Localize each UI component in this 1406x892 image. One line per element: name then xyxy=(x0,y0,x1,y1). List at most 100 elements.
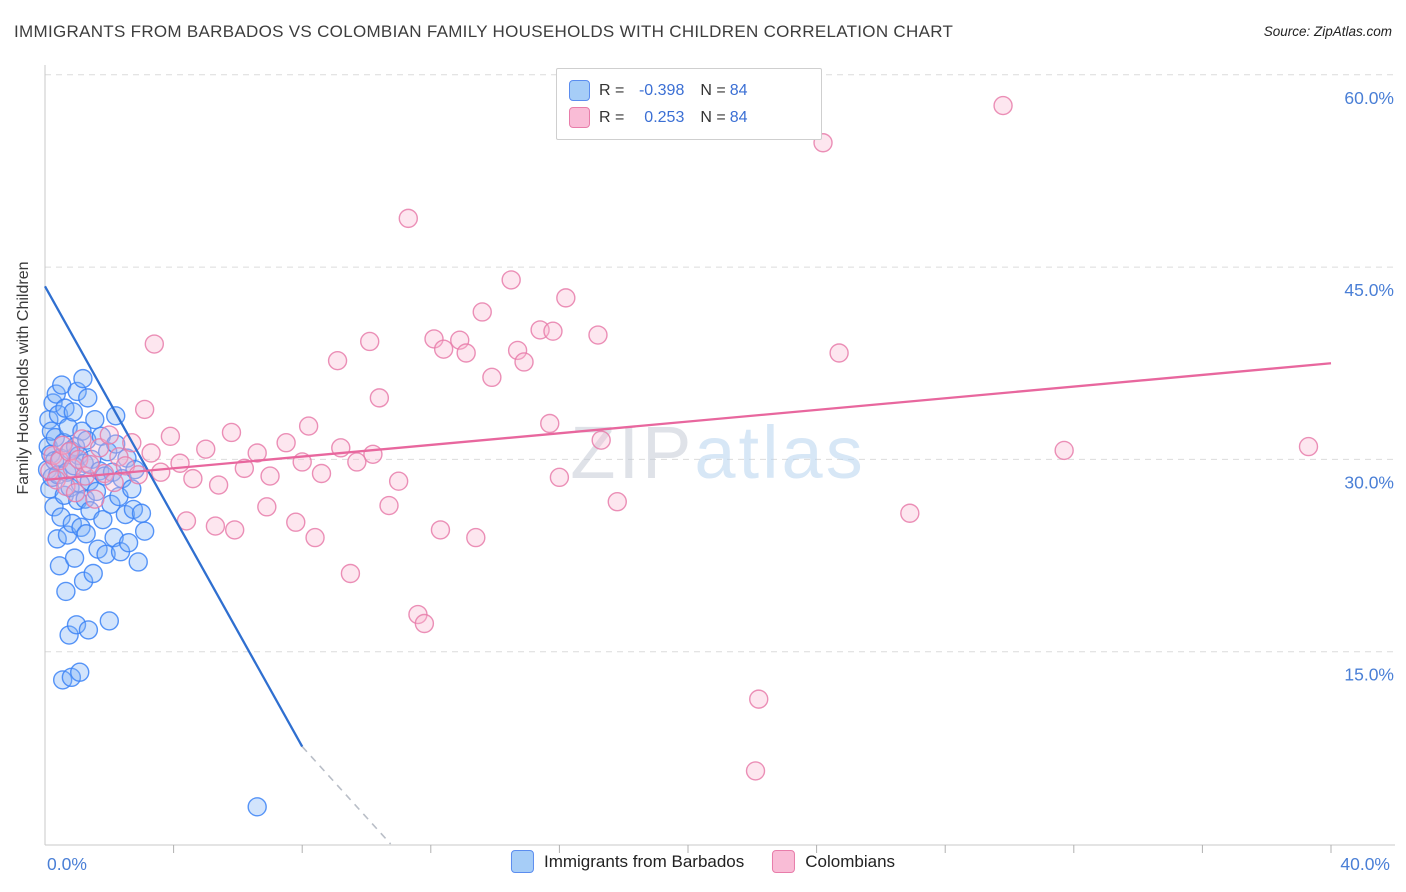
barbados-point xyxy=(96,544,116,564)
barbados-point xyxy=(71,517,91,538)
barbados-point xyxy=(59,625,79,645)
barbados-point xyxy=(99,611,120,631)
colombians-point xyxy=(69,449,89,470)
barbados-point xyxy=(64,548,85,568)
colombians-point xyxy=(43,445,63,466)
colombians-point xyxy=(466,527,486,548)
colombians-point xyxy=(543,321,563,341)
colombians-point xyxy=(183,468,203,489)
colombians-point xyxy=(398,208,418,229)
colombians-point xyxy=(591,430,611,450)
colombians-point xyxy=(205,516,226,536)
n-value: 84 xyxy=(729,81,748,99)
barbados-trend xyxy=(43,285,304,748)
colombians-point xyxy=(305,527,325,548)
page-title: IMMIGRANTS FROM BARBADOS VS COLOMBIAN FA… xyxy=(14,22,954,41)
barbados-point xyxy=(86,481,107,502)
barbados-point xyxy=(78,388,98,408)
colombians-point xyxy=(388,471,409,491)
colombians-point xyxy=(234,458,255,479)
y-tick-label-60.0%: 60.0% xyxy=(1344,88,1394,108)
legend-item-label: Immigrants from Barbados xyxy=(543,851,745,871)
colombians-point xyxy=(507,340,528,361)
colombians-point xyxy=(260,466,280,486)
barbados-point xyxy=(51,507,71,527)
colombians-point xyxy=(340,563,361,584)
r-value: -0.398 xyxy=(638,81,685,99)
colombians-point xyxy=(208,475,229,495)
barbados-point xyxy=(78,620,99,640)
barbados-point xyxy=(85,409,105,430)
colombians-point xyxy=(745,761,766,781)
barbados-point xyxy=(47,529,67,549)
r-label: R = xyxy=(599,81,625,99)
barbados-point xyxy=(72,421,92,441)
colombians-point xyxy=(360,331,380,352)
barbados-swatch-icon xyxy=(510,850,534,873)
correlation-legend-box: R = -0.398 N = 84 R = 0.253 N = 84 xyxy=(556,68,822,140)
colombians-point xyxy=(749,689,769,709)
colombians-trend xyxy=(44,362,1332,482)
colombians-point xyxy=(369,388,390,408)
colombians-point xyxy=(514,352,534,372)
watermark: ZIPatlas xyxy=(570,411,865,494)
barbados-point xyxy=(128,552,148,572)
watermark-atlas: atlas xyxy=(694,411,865,494)
colombians-point xyxy=(379,495,399,516)
colombians-point xyxy=(170,453,190,473)
watermark-zip: ZIP xyxy=(570,411,694,494)
colombians-point xyxy=(224,520,245,540)
x-axis-label-right: 40.0% xyxy=(1340,854,1390,874)
colombians-point xyxy=(221,422,242,443)
legend-item-label: Colombians xyxy=(805,851,896,871)
n-label: N = xyxy=(700,108,726,126)
colombians-point xyxy=(1298,436,1319,457)
barbados-point xyxy=(125,459,145,480)
colombians-point xyxy=(65,483,86,503)
colombians-point xyxy=(286,512,306,532)
colombians-point xyxy=(472,302,492,322)
barbados-point xyxy=(83,563,103,584)
colombians-point xyxy=(298,416,319,436)
legend-row-barbados: R = -0.398 N = 84 xyxy=(569,77,809,104)
barbados-trend-extension xyxy=(301,746,392,845)
colombians-point xyxy=(424,329,444,349)
colombians-point xyxy=(430,520,451,540)
legend-item-colombians: Colombians xyxy=(772,850,895,873)
r-value: 0.253 xyxy=(644,108,685,126)
colombians-point xyxy=(829,343,849,363)
colombians-point xyxy=(347,452,367,472)
barbados-point xyxy=(70,662,90,682)
y-tick-label-30.0%: 30.0% xyxy=(1344,472,1394,492)
barbados-swatch-icon xyxy=(569,80,590,101)
y-tick-label-45.0%: 45.0% xyxy=(1344,280,1394,300)
colombians-point xyxy=(414,613,435,634)
colombians-point xyxy=(80,454,100,475)
y-axis-title: Family Households with Children xyxy=(15,261,32,495)
colombians-point xyxy=(433,339,454,359)
barbados-point xyxy=(66,615,87,635)
colombians-point xyxy=(1054,440,1074,461)
colombians-point xyxy=(900,503,920,523)
colombians-point xyxy=(176,511,197,531)
colombians-point xyxy=(85,489,105,509)
r-label: R = xyxy=(599,108,625,126)
barbados-point xyxy=(134,521,155,541)
colombians-point xyxy=(141,443,161,463)
trend-lines xyxy=(43,285,1332,845)
colombians-point xyxy=(144,334,165,354)
barbados-point xyxy=(73,368,93,389)
n-label: N = xyxy=(700,81,726,99)
colombians-point xyxy=(89,438,110,458)
barbados-point xyxy=(93,509,113,530)
x-axis-label-left: 0.0% xyxy=(47,854,87,874)
colombians-point xyxy=(160,426,181,447)
barbados-point xyxy=(247,797,267,817)
colombians-point xyxy=(128,465,148,485)
colombians-point xyxy=(993,95,1013,116)
gridlines xyxy=(45,74,1395,653)
colombians-point xyxy=(556,288,576,308)
colombians-swatch-icon xyxy=(772,850,796,873)
colombians-point xyxy=(134,399,155,420)
